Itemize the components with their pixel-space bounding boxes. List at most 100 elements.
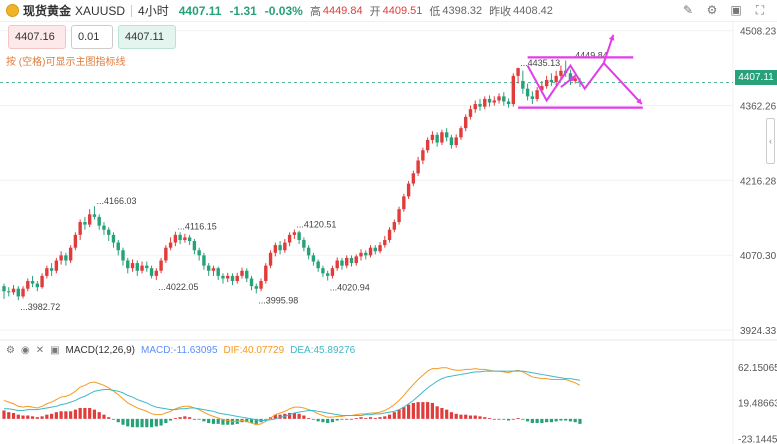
candle-body [130,263,135,269]
high-label: 高 [309,5,321,18]
macd-histogram-bar [402,407,406,419]
symbol-name: 现货黄金 [23,4,72,18]
candle-body [435,134,439,143]
candle-body [306,247,311,256]
close-indicator-icon[interactable]: ✕ [35,345,45,356]
candle-body [268,252,273,266]
candle-body [278,245,282,251]
macd-histogram-bar [216,418,220,424]
macd-histogram-bar [30,416,35,419]
dea-line [4,370,581,422]
screenshot-icon[interactable]: ▣ [730,3,742,17]
macd-histogram-bar [264,418,268,420]
macd-histogram-bar [516,418,520,419]
candle-body [516,68,520,76]
macd-histogram-bar [92,409,97,419]
collapse-handle[interactable]: ‹ [766,118,775,164]
quantity-input[interactable]: 0.01 [71,25,113,49]
macd-histogram-bar [107,417,111,419]
candle-body [45,268,49,276]
macd-histogram-bar [349,418,354,420]
dif-line [3,367,581,426]
candle-body [7,291,11,293]
candle-body [473,104,477,110]
top-bar: 现货黄金 XAUUSD 4小时 4407.11 -1.31 -0.03% 高 4… [0,0,777,22]
sell-price-box[interactable]: 4407.16 [8,25,66,49]
fullscreen-icon[interactable]: ⛶ [755,3,765,17]
macd-tick-label: -23.14450 [738,434,777,444]
macd-histogram-bar [83,407,87,419]
candle-body [245,270,249,279]
candle-body [373,247,377,252]
symbol-selector[interactable]: 现货黄金 XAUUSD [6,2,125,19]
candle-body [483,98,487,107]
macd-histogram-bar [11,412,16,419]
candle-body [359,252,363,257]
macd-histogram-bar [130,418,135,428]
price-tick-label: 4362.26 [740,101,777,112]
order-panel: 4407.16 0.01 4407.11 [8,25,176,49]
candle-body [154,270,159,276]
macd-histogram-bar [154,418,158,427]
macd-histogram-bar [487,418,492,419]
candle-body [226,275,230,279]
macd-histogram-bar [435,406,439,419]
macd-histogram-bar [540,418,544,424]
macd-histogram-bar [426,402,430,419]
macd-histogram-bar [364,418,368,419]
macd-histogram-bar [316,418,320,422]
macd-histogram-bar [449,412,454,419]
macd-histogram-bar [497,418,501,420]
expand-icon[interactable]: ▣ [50,345,60,356]
candle-body [259,281,263,289]
low-label: 低 [429,5,441,18]
candle-body [511,75,516,105]
candle-body [26,281,30,289]
macd-histogram-bar [378,417,382,419]
macd-histogram-bar [145,418,149,428]
candle-body [54,260,59,271]
macd-histogram-bar [506,418,511,421]
candle-body [2,286,6,292]
extreme-price-label: ...4449.84 [568,51,608,61]
macd-histogram-bar [35,417,39,419]
candle-body [235,275,239,282]
prev-close-value: 4408.42 [513,4,553,17]
candle-body [92,214,97,217]
macd-histogram-bar [245,418,249,423]
candle-body [540,86,544,91]
candle-body [321,268,325,274]
candle-body [544,79,549,87]
macd-histogram-bar [16,414,20,419]
macd-histogram-bar [411,402,415,419]
candle-body [197,250,201,256]
macd-histogram-bar [483,417,487,419]
candle-body [135,263,139,271]
macd-histogram-bar [164,418,168,424]
settings-icon[interactable]: ⚙ [706,3,718,17]
candle-body [492,100,496,103]
timeframe-selector[interactable]: 4小时 [138,4,169,18]
buy-price-box[interactable]: 4407.11 [118,25,176,49]
macd-histogram-bar [545,418,549,423]
candle-body [430,134,435,140]
candle-body [264,265,268,282]
candle-body [311,255,316,262]
draw-tool-icon[interactable]: ✎ [682,3,694,17]
candle-body [97,216,101,226]
macd-histogram-bar [459,414,463,419]
macd-histogram-bar [521,418,525,420]
last-price: 4407.11 [178,3,222,18]
candle-body [111,234,116,243]
macd-histogram-bar [407,404,411,419]
macd-histogram-bar [183,416,187,419]
macd-histogram-bar [2,410,6,419]
prev-close-label: 昨收 [489,5,512,18]
hide-indicator-icon[interactable]: ◉ [20,345,30,356]
macd-header: ⚙ ◉ ✕ ▣ MACD(12,26,9) MACD:-11.63095 DIF… [6,345,355,356]
price-change: -1.31 [229,3,257,18]
indicator-settings-icon[interactable]: ⚙ [6,345,15,356]
drawn-arrow-mid-head [569,75,576,82]
macd-histogram-bar [345,418,349,420]
dea-value: DEA:45.89276 [290,345,356,356]
